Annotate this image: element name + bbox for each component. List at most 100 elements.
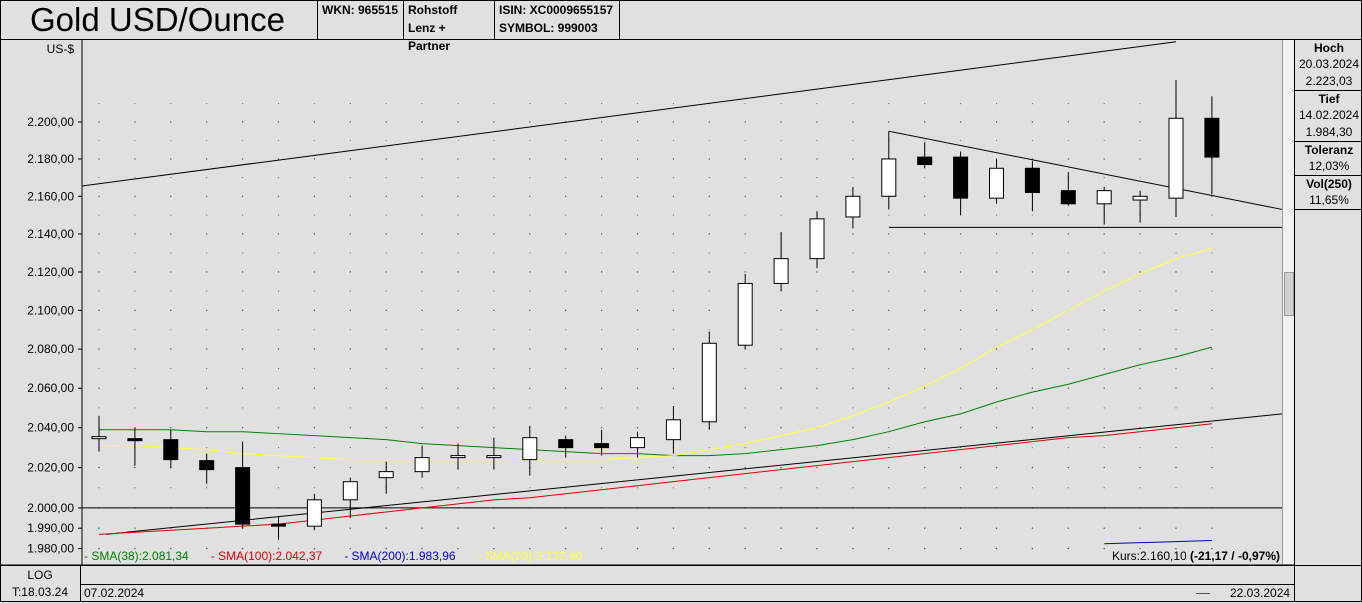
grid-dot: [565, 427, 567, 429]
candle-bullish: [306, 499, 322, 527]
grid-dot: [672, 348, 675, 350]
grid-dot: [924, 252, 926, 254]
grid-dot: [672, 329, 675, 331]
grid-dot: [744, 139, 746, 142]
grid-dot: [421, 527, 423, 529]
grid-dot: [1211, 407, 1213, 409]
grid-dot: [313, 214, 315, 216]
scale-mode[interactable]: LOG: [27, 568, 53, 582]
grid-dot: [206, 233, 208, 235]
grid-dot: [493, 121, 495, 123]
grid-dot: [134, 290, 136, 292]
grid-dot: [1067, 214, 1069, 216]
grid-dot: [1067, 103, 1069, 105]
tolerance-box: Toleranz 12,03%: [1295, 142, 1362, 176]
grid-dot: [313, 407, 315, 409]
grid-dot: [170, 387, 172, 389]
grid-dot: [1103, 252, 1105, 254]
grid-dot: [1103, 121, 1105, 123]
grid-dot: [313, 427, 316, 429]
grid-dot: [242, 329, 244, 331]
grid-dot: [349, 233, 351, 235]
grid-dot: [1211, 214, 1213, 216]
grid-dot: [1175, 527, 1177, 529]
grid-dot: [134, 214, 136, 216]
scroll-thumb[interactable]: [1284, 272, 1294, 316]
grid-dot: [672, 233, 675, 235]
grid-dot: [888, 547, 890, 550]
grid-dot: [277, 121, 280, 123]
grid-dot: [98, 466, 100, 469]
grid-dot: [780, 407, 782, 409]
grid-dot: [1031, 368, 1033, 370]
grid-dot: [241, 121, 244, 123]
grid-dot: [565, 252, 567, 254]
grid-dot: [636, 139, 639, 142]
grid-dot: [98, 139, 100, 142]
grid-dot: [493, 387, 495, 389]
grid-dot: [313, 103, 315, 105]
grid-dot: [529, 139, 531, 142]
grid-dot: [601, 103, 603, 105]
grid-dot: [636, 387, 639, 389]
grid-dot: [1031, 252, 1033, 254]
grid-dot: [852, 368, 854, 370]
grid-dot: [349, 139, 351, 142]
grid-dot: [529, 527, 531, 529]
sma-line-sma20: [99, 247, 1213, 461]
grid-dot: [565, 214, 567, 216]
grid-dot: [349, 290, 351, 292]
grid-dot: [780, 176, 782, 179]
grid-dot: [134, 329, 136, 331]
wkn-label: WKN: 965515: [322, 3, 399, 17]
grid-dot: [1211, 427, 1213, 429]
grid-dot: [601, 290, 603, 292]
grid-dot: [1031, 447, 1033, 449]
grid-dot: [780, 121, 782, 123]
grid-dot: [98, 387, 100, 389]
wkn-cell: WKN: 965515: [319, 0, 404, 39]
grid-dot: [313, 252, 315, 254]
grid-dot: [816, 407, 818, 409]
grid-dot: [708, 233, 710, 235]
grid-dot: [1031, 214, 1033, 216]
candle-bearish: [235, 467, 251, 525]
candlestick-chart[interactable]: US-$ 2.200,00 2.180,00 2.160,00 2.140,00 2.12…: [0, 0, 1294, 565]
grid-dot: [816, 158, 818, 160]
grid-dot: [206, 547, 208, 550]
grid-dot: [995, 121, 998, 123]
grid-dot: [1139, 527, 1141, 529]
scale-box[interactable]: LOG T:18.03.24: [0, 566, 81, 602]
grid-dot: [924, 547, 926, 550]
grid-dot: [98, 329, 100, 331]
symbol-label: SYMBOL: 999003: [499, 21, 598, 35]
grid-dot: [170, 329, 172, 331]
grid-dot: [242, 368, 244, 370]
grid-dot: [1103, 158, 1105, 160]
grid-dot: [744, 271, 746, 273]
grid-dot: [313, 121, 316, 123]
grid-dot: [457, 329, 459, 331]
isin-cell: ISIN: XC0009655157 SYMBOL: 999003: [496, 0, 620, 39]
end-date: 22.03.2024: [1230, 586, 1291, 600]
grid-dot: [816, 487, 818, 489]
grid-dot: [1139, 139, 1141, 142]
grid-dot: [744, 447, 746, 449]
grid-dot: [816, 103, 818, 105]
grid-dot: [601, 214, 603, 216]
grid-dot: [421, 252, 423, 254]
grid-dot: [134, 466, 136, 469]
grid-dot: [1139, 487, 1141, 489]
grid-dot: [457, 309, 459, 312]
grid-dot: [888, 527, 890, 529]
tolerance-label: Toleranz: [1304, 143, 1354, 157]
grid-dot: [744, 387, 746, 389]
grid-dot: [852, 387, 854, 389]
grid-dot: [457, 103, 459, 105]
grid-dot: [1139, 387, 1141, 389]
grid-dot: [959, 121, 962, 123]
grid-dot: [672, 214, 675, 216]
grid-dot: [493, 176, 495, 179]
vertical-scrollbar[interactable]: [1282, 40, 1294, 564]
grid-dot: [1067, 407, 1069, 409]
